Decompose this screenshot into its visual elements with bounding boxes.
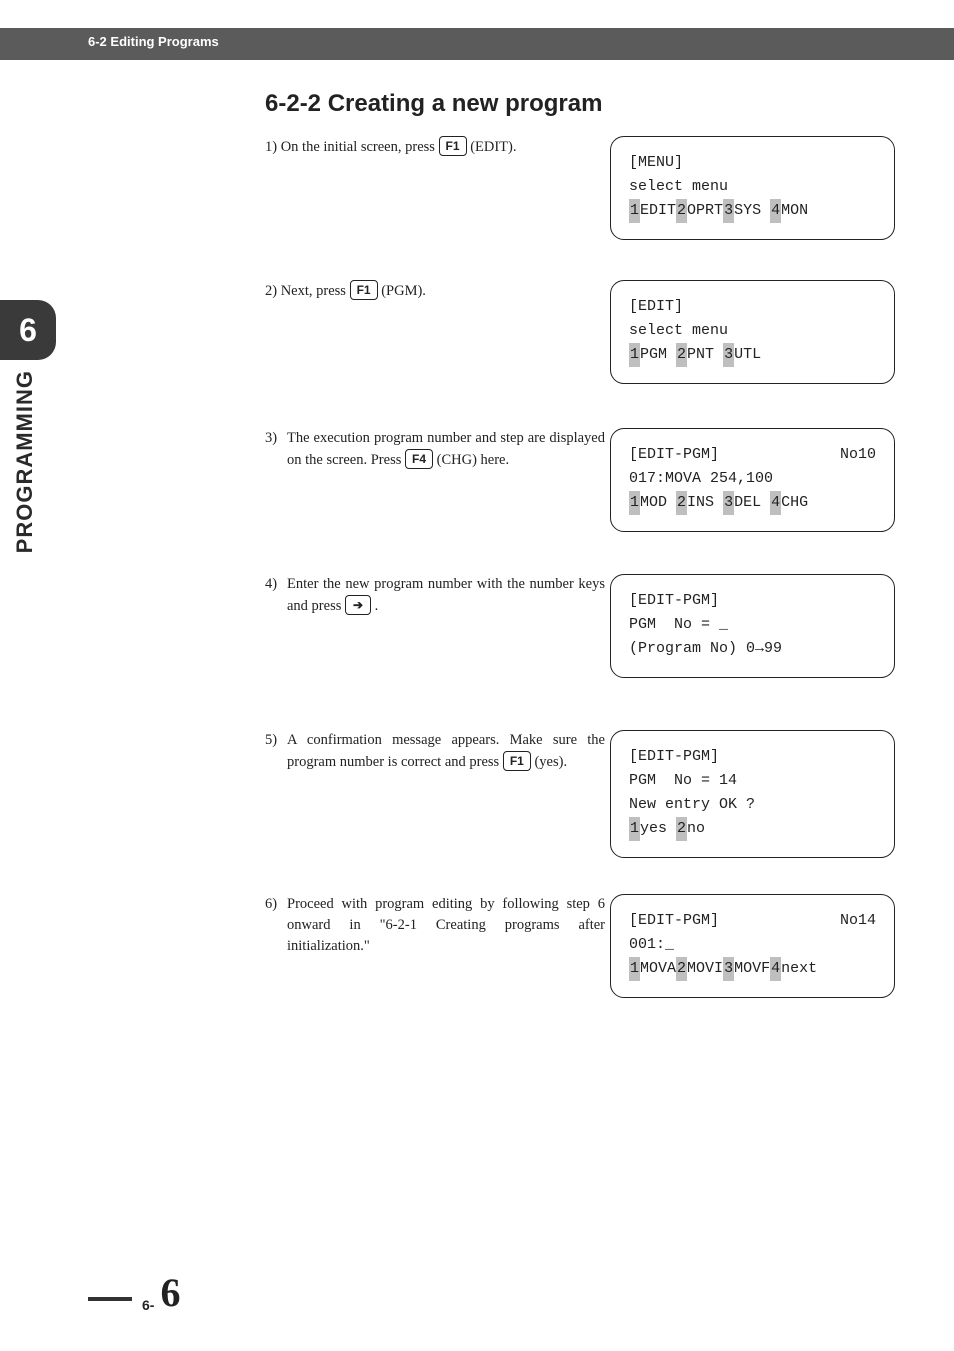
lcd1-softkeys: 1EDIT2OPRT3SYS 4MON <box>629 199 876 223</box>
f1-key: F1 <box>350 280 378 300</box>
lcd4-line1: [EDIT-PGM] <box>629 589 876 613</box>
step-3-num: 3) <box>265 430 277 446</box>
step-6-num: 6) <box>265 896 277 912</box>
lcd5-line3: New entry OK ? <box>629 793 876 817</box>
lcd6-line1a: [EDIT-PGM] <box>629 909 719 933</box>
lcd3-line2: 017:MOVA 254,100 <box>629 467 876 491</box>
header-bar: 6-2 Editing Programs <box>0 28 954 60</box>
step-5-text: 5) A confirmation message appears. Make … <box>265 730 605 773</box>
lcd2-softkeys: 1PGM 2PNT 3UTL <box>629 343 876 367</box>
step-4-num: 4) <box>265 576 277 592</box>
f1-key: F1 <box>503 751 531 771</box>
lcd6-line2: 001:_ <box>629 933 876 957</box>
lcd6-softkeys: 1MOVA2MOVI3MOVF4next <box>629 957 876 981</box>
lcd6-line1b: No14 <box>840 909 876 933</box>
footer-prefix: 6- <box>142 1297 154 1313</box>
lcd5-line1: [EDIT-PGM] <box>629 745 876 769</box>
step-2-text: 2) Next, press F1 (PGM). <box>265 280 605 302</box>
step-1-a: 1) On the initial screen, press <box>265 139 439 155</box>
lcd3-line1: [EDIT-PGM] No10 <box>629 443 876 467</box>
page-footer: 6- 6 <box>88 1273 180 1313</box>
lcd3-softkeys: 1MOD 2INS 3DEL 4CHG <box>629 491 876 515</box>
lcd4-line2: PGM No = _ <box>629 613 876 637</box>
step-2-row: 2) Next, press F1 (PGM). [EDIT] select m… <box>265 280 895 302</box>
page: 6-2 Editing Programs 6 PROGRAMMING 6-2-2… <box>0 0 954 1351</box>
lcd3-line1b: No10 <box>840 443 876 467</box>
footer-rule <box>88 1297 132 1301</box>
lcd6-line1: [EDIT-PGM] No14 <box>629 909 876 933</box>
step-5-row: 5) A confirmation message appears. Make … <box>265 730 895 773</box>
step-5-b: (yes). <box>531 754 567 770</box>
lcd1-line1: [MENU] <box>629 151 876 175</box>
step-4-text: 4) Enter the new program number with the… <box>265 574 605 617</box>
step-5-num: 5) <box>265 732 277 748</box>
step-2-b: (PGM). <box>378 283 426 299</box>
lcd5-softkeys: 1yes 2no <box>629 817 876 841</box>
lcd3-line1a: [EDIT-PGM] <box>629 443 719 467</box>
lcd-panel-3: [EDIT-PGM] No10 017:MOVA 254,100 1MOD 2I… <box>610 428 895 532</box>
side-label-programming: PROGRAMMING <box>12 370 38 553</box>
step-1-text: 1) On the initial screen, press F1 (EDIT… <box>265 136 605 158</box>
lcd-panel-5: [EDIT-PGM] PGM No = 14 New entry OK ? 1y… <box>610 730 895 858</box>
lcd5-line2: PGM No = 14 <box>629 769 876 793</box>
lcd2-line2: select menu <box>629 319 876 343</box>
lcd2-line1: [EDIT] <box>629 295 876 319</box>
step-4-body1: Enter the new program number with the nu… <box>287 576 605 614</box>
section-heading: 6-2-2 Creating a new program <box>265 90 895 118</box>
lcd4-line3: (Program No) 0→99 <box>629 637 876 661</box>
step-3-b: (CHG) here. <box>433 452 509 468</box>
lcd-panel-6: [EDIT-PGM] No14 001:_ 1MOVA2MOVI3MOVF4ne… <box>610 894 895 998</box>
step-3-text: 3) The execution program number and step… <box>265 428 605 471</box>
f4-key: F4 <box>405 449 433 469</box>
enter-key-icon <box>345 595 371 615</box>
lcd1-line2: select menu <box>629 175 876 199</box>
chapter-tab: 6 <box>0 300 56 360</box>
lcd-panel-2: [EDIT] select menu 1PGM 2PNT 3UTL <box>610 280 895 384</box>
lcd-panel-1: [MENU] select menu 1EDIT2OPRT3SYS 4MON <box>610 136 895 240</box>
breadcrumb: 6-2 Editing Programs <box>88 34 219 49</box>
footer-page-number: 6 <box>160 1273 180 1313</box>
step-4-b: . <box>371 598 378 614</box>
step-6-row: 6) Proceed with program editing by follo… <box>265 894 895 957</box>
lcd-panel-4: [EDIT-PGM] PGM No = _ (Program No) 0→99 <box>610 574 895 678</box>
step-6-text: 6) Proceed with program editing by follo… <box>265 894 605 957</box>
step-6-body1: Proceed with program editing by followin… <box>287 896 605 954</box>
step-3-row: 3) The execution program number and step… <box>265 428 895 471</box>
step-4-row: 4) Enter the new program number with the… <box>265 574 895 617</box>
step-2-a: 2) Next, press <box>265 283 350 299</box>
step-1-row: 1) On the initial screen, press F1 (EDIT… <box>265 136 895 158</box>
step-1-b: (EDIT). <box>467 139 517 155</box>
f1-key: F1 <box>439 136 467 156</box>
content: 6-2-2 Creating a new program 1) On the i… <box>265 90 895 132</box>
